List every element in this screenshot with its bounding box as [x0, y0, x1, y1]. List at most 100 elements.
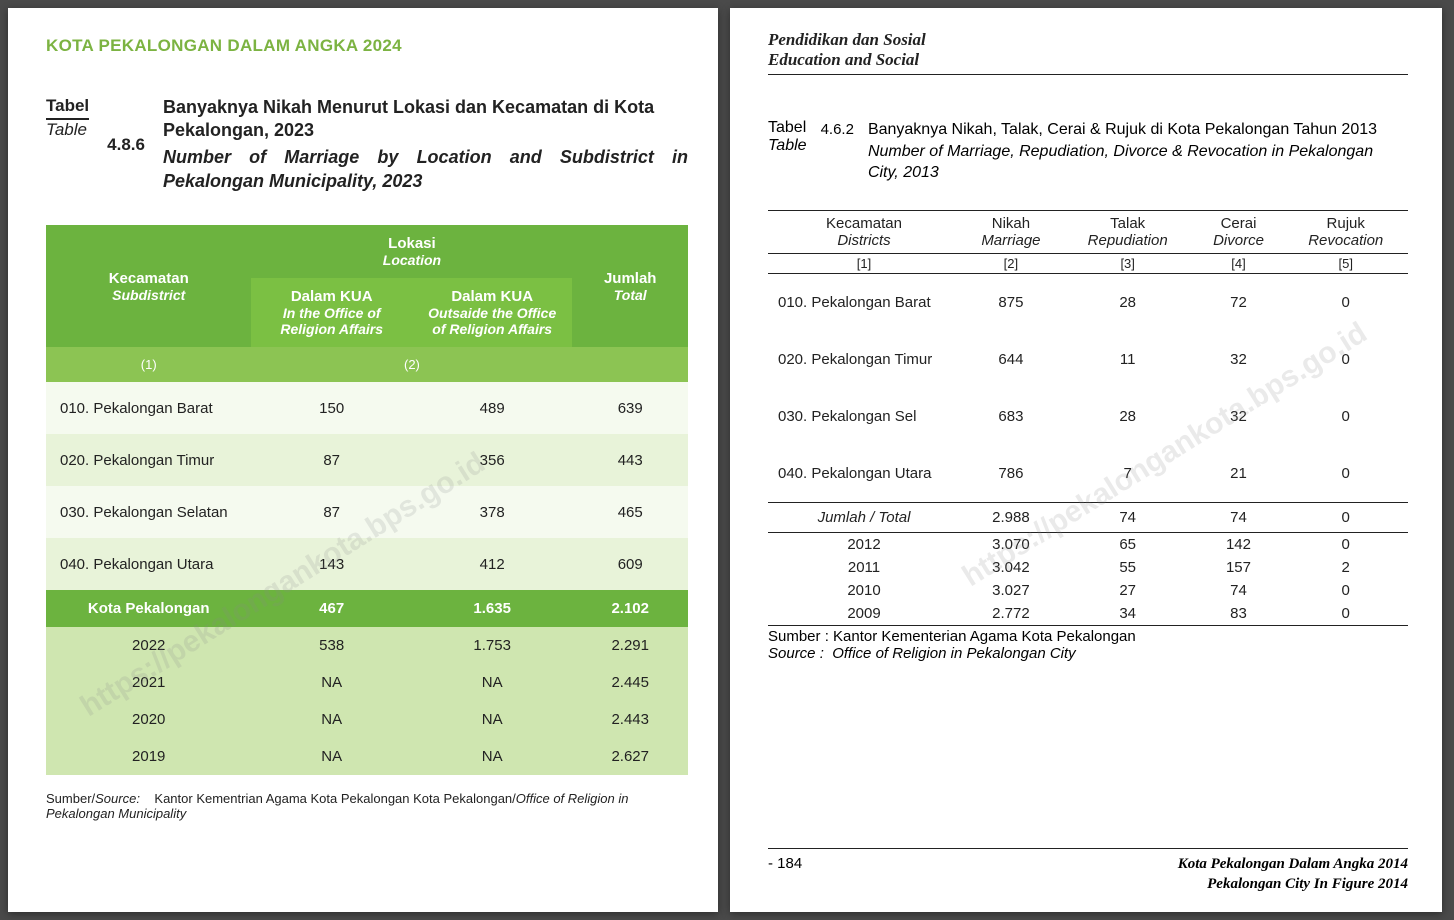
- hist-out: NA: [412, 664, 573, 701]
- table-row: 040. Pekalongan Utara 786 7 21 0: [768, 445, 1408, 503]
- col2-id: Nikah: [992, 215, 1030, 232]
- row-name: 020. Pekalongan Timur: [46, 434, 251, 486]
- row-v2: 72: [1194, 273, 1284, 331]
- marriage-by-location-table: KecamatanSubdistrict LokasiLocation Juml…: [46, 225, 688, 775]
- table-label-column: Tabel Table: [768, 119, 807, 155]
- colnum-5: [5]: [1283, 253, 1408, 273]
- col1-en: Districts: [774, 232, 954, 249]
- table-row: 020. Pekalongan Timur 644 11 32 0: [768, 331, 1408, 388]
- hist-v3: 0: [1283, 532, 1408, 556]
- table-label-block: Tabel Table 4.6.2 Banyaknya Nikah, Talak…: [768, 119, 1408, 184]
- history-row: 2010 3.027 27 74 0: [768, 579, 1408, 602]
- total-out: 1.635: [412, 590, 573, 627]
- row-v0: 683: [960, 388, 1062, 445]
- table-number: 4.6.2: [821, 119, 854, 138]
- total-label: Jumlah / Total: [768, 502, 960, 532]
- row-name: 030. Pekalongan Selatan: [46, 486, 251, 538]
- col-dalam-id: Dalam KUA: [259, 288, 404, 305]
- col4-id: Cerai: [1221, 215, 1257, 232]
- hist-year: 2019: [46, 738, 251, 775]
- row-name: 040. Pekalongan Utara: [46, 538, 251, 590]
- hist-in: 538: [251, 627, 412, 664]
- row-v0: 875: [960, 273, 1062, 331]
- colnum-4: [4]: [1194, 253, 1284, 273]
- table-title-id: Banyaknya Nikah Menurut Lokasi dan Kecam…: [163, 96, 688, 143]
- row-name: 030. Pekalongan Sel: [768, 388, 960, 445]
- hist-year: 2022: [46, 627, 251, 664]
- history-row: 2009 2.772 34 83 0: [768, 602, 1408, 626]
- row-name: 040. Pekalongan Utara: [768, 445, 960, 503]
- table-row: 020. Pekalongan Timur 87 356 443: [46, 434, 688, 486]
- hist-v3: 0: [1283, 579, 1408, 602]
- hist-total: 2.627: [572, 738, 688, 775]
- hist-v0: 3.042: [960, 556, 1062, 579]
- colnum-3: [3]: [1062, 253, 1194, 273]
- hist-v3: 0: [1283, 602, 1408, 626]
- table-row: 010. Pekalongan Barat 875 28 72 0: [768, 273, 1408, 331]
- history-row: 2011 3.042 55 157 2: [768, 556, 1408, 579]
- row-out: 412: [412, 538, 573, 590]
- row-name: 020. Pekalongan Timur: [768, 331, 960, 388]
- source-line: Sumber : Kantor Kementerian Agama Kota P…: [768, 628, 1408, 662]
- hist-out: NA: [412, 701, 573, 738]
- col-jumlah-en: Total: [580, 287, 680, 303]
- table-number: 4.8.6: [107, 135, 145, 155]
- hist-year: 2010: [768, 579, 960, 602]
- history-row: 2019 NA NA 2.627: [46, 738, 688, 775]
- history-row: 2021 NA NA 2.445: [46, 664, 688, 701]
- total-v1: 74: [1062, 502, 1194, 532]
- chapter-title-en: Education and Social: [768, 50, 1408, 70]
- source-label: Sumber/: [46, 791, 95, 806]
- total-v3: 0: [1283, 502, 1408, 532]
- table-titles: Banyaknya Nikah, Talak, Cerai & Rujuk di…: [868, 119, 1408, 184]
- total-v0: 2.988: [960, 502, 1062, 532]
- col-lokasi-id: Lokasi: [259, 235, 564, 252]
- row-in: 150: [251, 382, 412, 434]
- row-v3: 0: [1283, 388, 1408, 445]
- row-v3: 0: [1283, 273, 1408, 331]
- colnum-1: (1): [46, 347, 251, 382]
- row-v1: 7: [1062, 445, 1194, 503]
- table-label-en: Table: [46, 120, 89, 140]
- hist-v3: 2: [1283, 556, 1408, 579]
- row-v2: 32: [1194, 388, 1284, 445]
- hist-year: 2009: [768, 602, 960, 626]
- row-v3: 0: [1283, 445, 1408, 503]
- hist-total: 2.443: [572, 701, 688, 738]
- row-v0: 786: [960, 445, 1062, 503]
- hist-v0: 2.772: [960, 602, 1062, 626]
- col3-en: Repudiation: [1068, 232, 1188, 249]
- col-kecamatan-en: Subdistrict: [54, 287, 243, 303]
- table-label-id: Tabel: [768, 119, 807, 137]
- total-row: Kota Pekalongan 467 1.635 2.102: [46, 590, 688, 627]
- row-v0: 644: [960, 331, 1062, 388]
- page-number: - 184: [768, 855, 802, 872]
- hist-year: 2012: [768, 532, 960, 556]
- footer-titles: Kota Pekalongan Dalam Angka 2014 Pekalon…: [1178, 855, 1408, 894]
- page-right: https://pekalongankota.bps.go.id Pendidi…: [730, 8, 1442, 912]
- hist-in: NA: [251, 701, 412, 738]
- hist-v2: 157: [1194, 556, 1284, 579]
- table-titles: Banyaknya Nikah Menurut Lokasi dan Kecam…: [163, 96, 688, 193]
- total-in: 467: [251, 590, 412, 627]
- col5-en: Revocation: [1289, 232, 1402, 249]
- col1-id: Kecamatan: [826, 215, 902, 232]
- table-label-en: Table: [768, 137, 807, 155]
- colnum-2: (2): [251, 347, 572, 382]
- hist-v2: 74: [1194, 579, 1284, 602]
- col-luar-id: Dalam KUA: [420, 288, 565, 305]
- row-v3: 0: [1283, 331, 1408, 388]
- hist-year: 2021: [46, 664, 251, 701]
- table-row: 030. Pekalongan Sel 683 28 32 0: [768, 388, 1408, 445]
- chapter-title-id: Pendidikan dan Sosial: [768, 30, 1408, 50]
- page-footer: - 184 Kota Pekalongan Dalam Angka 2014 P…: [768, 848, 1408, 894]
- source-label-it: Source:: [95, 791, 140, 806]
- row-v1: 28: [1062, 388, 1194, 445]
- row-in: 87: [251, 434, 412, 486]
- row-name: 010. Pekalongan Barat: [768, 273, 960, 331]
- row-in: 87: [251, 486, 412, 538]
- row-in: 143: [251, 538, 412, 590]
- hist-v2: 142: [1194, 532, 1284, 556]
- col4-en: Divorce: [1200, 232, 1278, 249]
- col-lokasi-en: Location: [259, 252, 564, 268]
